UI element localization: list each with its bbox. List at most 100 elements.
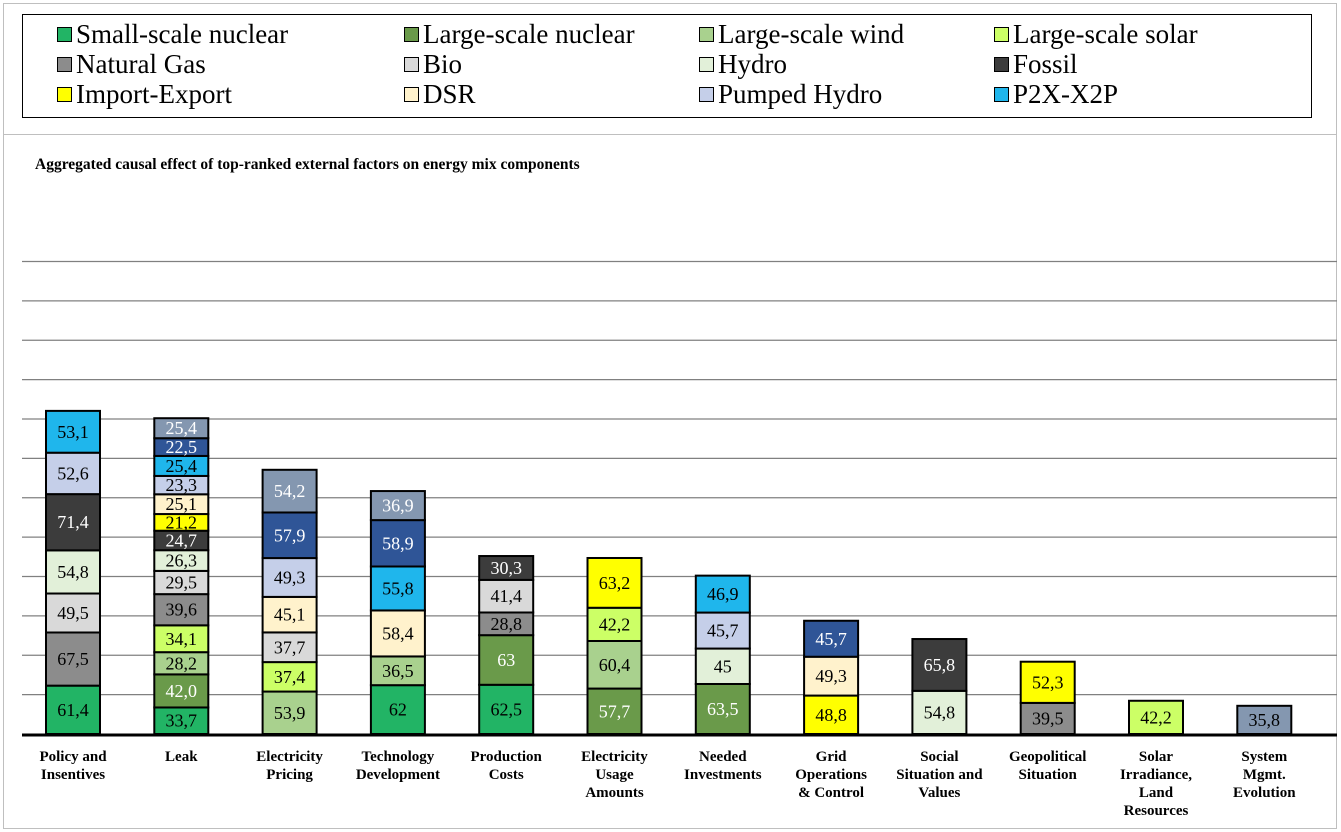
category-label: Usage [595, 767, 634, 783]
category-label: Electricity [256, 749, 323, 765]
bar-segment [45, 549, 101, 595]
data-label: 52,3 [1032, 672, 1064, 692]
legend: Small-scale nuclear Large-scale nuclear La… [22, 14, 1312, 118]
legend-swatch [404, 56, 419, 72]
bar-segment [586, 556, 643, 609]
category-label: Leak [165, 749, 198, 765]
data-label: 62 [389, 700, 407, 720]
bar-segment [478, 555, 535, 581]
category-label: Values [918, 785, 960, 801]
data-label: 71,4 [57, 512, 89, 532]
bar-segment [586, 606, 643, 642]
bar-segment [261, 468, 318, 514]
data-label: 35,8 [1249, 710, 1281, 730]
data-label: 54,8 [924, 702, 956, 722]
bar-segment [153, 673, 210, 709]
data-label: 33,7 [166, 711, 198, 731]
category-label: Resources [1124, 803, 1189, 819]
category-label: Grid [816, 749, 847, 765]
data-label: 42,0 [166, 681, 198, 701]
data-label: 42,2 [599, 614, 631, 634]
data-label: 45,7 [815, 629, 847, 649]
data-label: 37,4 [274, 667, 306, 687]
bar-segment [369, 609, 426, 658]
legend-label: Pumped Hydro [718, 78, 883, 109]
category-label: Evolution [1233, 785, 1296, 801]
category-label: System [1241, 749, 1287, 765]
data-label: 30,3 [490, 558, 522, 578]
bar-segment [45, 409, 101, 454]
legend-label: DSR [423, 78, 476, 109]
legend-label: P2X-X2P [1013, 78, 1119, 109]
data-label: 61,4 [57, 700, 89, 720]
legend-label: Import-Export [76, 78, 232, 109]
data-label: 60,4 [599, 655, 631, 675]
data-label: 29,5 [166, 573, 198, 593]
bar-segment [694, 647, 751, 685]
data-label: 63,5 [707, 699, 739, 719]
bar-segment [45, 592, 101, 634]
data-label: 54,8 [57, 562, 89, 582]
data-label: 25,4 [166, 418, 198, 438]
data-label: 53,9 [274, 703, 306, 723]
data-label: 49,5 [57, 603, 89, 623]
category-label: Operations [795, 767, 867, 783]
data-label: 57,7 [599, 701, 631, 721]
category-label: Investments [684, 767, 762, 783]
data-label: 24,7 [166, 530, 198, 550]
data-label: 34,1 [166, 629, 198, 649]
bar-segment [911, 638, 968, 692]
bar-segment [803, 619, 860, 658]
data-label: 58,4 [382, 623, 414, 643]
category-label: Insentives [41, 767, 105, 783]
category-label: Situation and [896, 767, 983, 783]
bar-segment [369, 655, 426, 687]
category-label: Development [356, 767, 440, 783]
data-label: 36,9 [382, 496, 414, 516]
legend-label: Large-scale nuclear [423, 18, 635, 49]
legend-item: Fossil [994, 49, 1078, 79]
legend-label: Hydro [718, 48, 787, 79]
data-label: 21,2 [166, 512, 198, 532]
legend-label: Large-scale solar [1013, 18, 1198, 49]
bar-segment [45, 631, 101, 687]
bar-segment [911, 689, 968, 735]
category-label: Amounts [585, 785, 644, 801]
data-label: 53,1 [57, 422, 89, 442]
figure-frame [3, 3, 1337, 829]
category-label: Situation [1019, 767, 1078, 783]
bar-segment [369, 565, 426, 612]
bar-segment [694, 574, 751, 614]
legend-item: Hydro [699, 49, 787, 79]
legend-item: Pumped Hydro [699, 79, 882, 109]
legend-label: Natural Gas [76, 48, 206, 79]
legend-swatch [404, 26, 419, 42]
data-label: 48,8 [815, 705, 847, 725]
category-label: Technology [362, 749, 435, 765]
data-label: 49,3 [815, 666, 847, 686]
data-label: 45,7 [707, 621, 739, 641]
data-label: 23,3 [166, 475, 198, 495]
legend-swatch [57, 86, 72, 102]
category-label: Solar [1139, 749, 1174, 765]
legend-swatch [57, 56, 72, 72]
data-label: 25,1 [166, 494, 198, 514]
category-label: Production [470, 749, 542, 765]
legend-swatch [994, 26, 1009, 42]
legend-item: Large-scale nuclear [404, 19, 635, 49]
legend-item: DSR [404, 79, 476, 109]
data-label: 65,8 [924, 655, 956, 675]
legend-swatch [994, 86, 1009, 102]
legend-item: Import-Export [57, 79, 232, 109]
category-label: & Control [798, 785, 864, 801]
data-label: 67,5 [57, 649, 89, 669]
data-label: 28,2 [166, 653, 198, 673]
data-label: 46,9 [707, 584, 739, 604]
legend-swatch [57, 26, 72, 42]
legend-label: Bio [423, 48, 463, 79]
data-label: 62,5 [490, 699, 522, 719]
data-label: 42,2 [1140, 707, 1172, 727]
category-label: Geopolitical [1009, 749, 1087, 765]
data-label: 36,5 [382, 661, 414, 681]
